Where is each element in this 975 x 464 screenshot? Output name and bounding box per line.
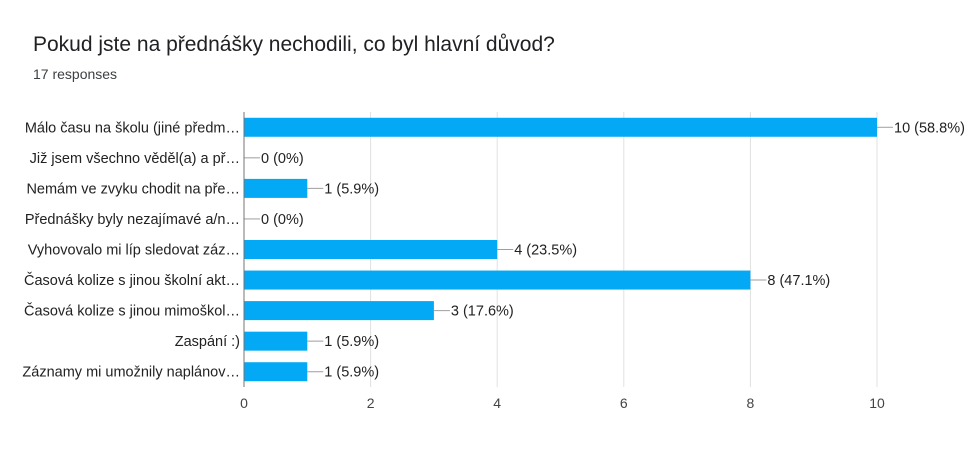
x-tick-label: 2 — [367, 395, 375, 411]
response-count: 17 responses — [33, 66, 118, 82]
x-tick-label: 0 — [240, 395, 248, 411]
value-label: 3 (17.6%) — [451, 304, 514, 320]
bar — [244, 270, 751, 290]
bar — [244, 331, 308, 351]
bar — [244, 362, 308, 382]
chart-title: Pokud jste na přednášky nechodili, co by… — [33, 33, 555, 56]
value-label: 1 (5.9%) — [324, 334, 379, 350]
value-label: 10 (58.8%) — [894, 120, 965, 136]
category-label: Přednášky byly nezajímavé a/n… — [25, 212, 240, 228]
x-tick-label: 4 — [493, 395, 501, 411]
value-label: 4 (23.5%) — [514, 243, 577, 259]
category-label: Málo času na školu (jiné předm… — [25, 120, 240, 136]
x-tick-label: 8 — [747, 395, 755, 411]
category-label: Záznamy mi umožnily naplánov… — [22, 365, 240, 381]
category-label: Časová kolize s jinou školní akt… — [24, 272, 240, 289]
category-label: Vyhovovalo mi líp sledovat záz… — [28, 243, 240, 259]
value-label: 8 (47.1%) — [767, 273, 830, 289]
x-tick-label: 6 — [620, 395, 628, 411]
bar — [244, 240, 498, 259]
value-label: 0 (0%) — [261, 151, 304, 167]
x-tick-label: 10 — [869, 395, 885, 411]
bar — [244, 117, 877, 137]
value-label: 0 (0%) — [261, 212, 304, 228]
category-label: Již jsem všechno věděl(a) a př… — [30, 151, 240, 167]
category-label: Časová kolize s jinou mimoškol… — [24, 303, 240, 320]
value-label: 1 (5.9%) — [324, 181, 379, 197]
category-label: Nemám ve zvyku chodit na pře… — [26, 181, 240, 197]
bar — [244, 301, 434, 321]
category-label: Zaspání :) — [175, 334, 240, 350]
value-label: 1 (5.9%) — [324, 365, 379, 381]
bar — [244, 178, 308, 198]
